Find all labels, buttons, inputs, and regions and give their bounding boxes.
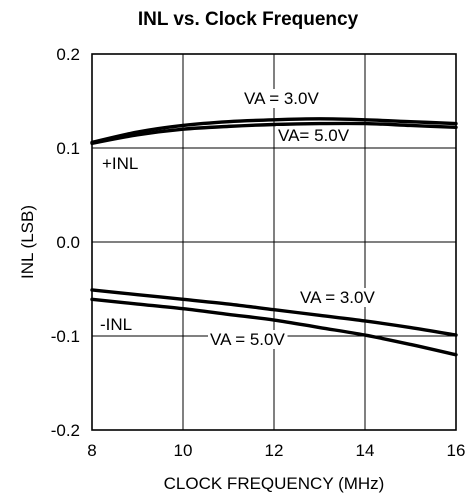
series-pos-inl-va3 — [90, 117, 458, 145]
series-neg-inl-va3 — [90, 288, 458, 337]
y-tick-label: -0.1 — [51, 327, 80, 346]
chart-title: INL vs. Clock Frequency — [138, 9, 359, 30]
annotation-pos-va5: VA= 5.0V — [278, 126, 350, 145]
x-tick-label: 10 — [174, 441, 193, 460]
x-axis-label: CLOCK FREQUENCY (MHz) — [164, 474, 385, 493]
plot-frame — [91, 53, 457, 431]
annotation-pos-inl: +INL — [102, 154, 138, 173]
series-layer — [90, 117, 458, 357]
annotation-background — [242, 89, 322, 108]
x-tick-label: 8 — [87, 441, 96, 460]
annotation-background — [298, 288, 378, 307]
annotation-background — [276, 126, 352, 145]
y-tick-label: 0.0 — [56, 233, 80, 252]
series-pos-inl-va5 — [90, 121, 458, 145]
annotation-neg-va5: VA = 5.0V — [210, 330, 285, 349]
annotation-pos-va3: VA = 3.0V — [244, 89, 319, 108]
annotation-background — [208, 330, 288, 349]
annotation-background — [100, 154, 141, 173]
y-axis-label: INL (LSB) — [18, 205, 37, 279]
y-tick-label: -0.2 — [51, 421, 80, 440]
series-neg-inl-va5 — [90, 297, 458, 357]
annotation-neg-inl: -INL — [100, 315, 132, 334]
grid — [91, 53, 457, 431]
annotation-neg-va3: VA = 3.0V — [300, 288, 375, 307]
x-tick-label: 14 — [356, 441, 375, 460]
y-tick-label: 0.1 — [56, 139, 80, 158]
annotation-group: VA = 3.0V VA= 5.0V +INL VA = 3.0V -INL V… — [98, 89, 378, 349]
x-tick-label: 12 — [265, 441, 284, 460]
tick-labels: 8 10 12 14 16 -0.2 -0.1 0.0 0.1 0.2 — [51, 45, 466, 460]
x-tick-label: 16 — [447, 441, 466, 460]
y-tick-label: 0.2 — [56, 45, 80, 64]
annotation-background — [98, 315, 135, 334]
